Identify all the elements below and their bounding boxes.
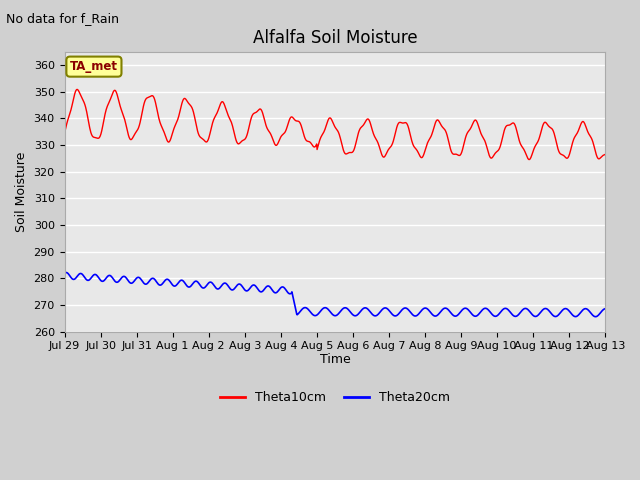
Theta20cm — [602, 306, 609, 312]
Theta20cm — [242, 288, 250, 293]
Theta10cm — [61, 131, 68, 136]
Text: No data for f_Rain: No data for f_Rain — [6, 12, 120, 25]
Theta20cm — [62, 270, 70, 276]
Title: Alfalfa Soil Moisture: Alfalfa Soil Moisture — [253, 29, 417, 48]
Theta10cm — [73, 86, 81, 92]
Theta20cm — [538, 308, 545, 314]
Theta10cm — [538, 126, 546, 132]
Theta20cm — [181, 281, 189, 287]
Theta20cm — [490, 313, 497, 319]
Theta10cm — [525, 156, 533, 162]
Theta20cm — [592, 314, 600, 320]
Legend: Theta10cm, Theta20cm: Theta10cm, Theta20cm — [214, 386, 455, 409]
Line: Theta10cm: Theta10cm — [65, 89, 605, 159]
Theta20cm — [168, 281, 176, 287]
Theta10cm — [181, 96, 189, 101]
Theta10cm — [168, 132, 176, 138]
Y-axis label: Soil Moisture: Soil Moisture — [15, 152, 28, 232]
Theta20cm — [419, 306, 427, 312]
X-axis label: Time: Time — [319, 353, 350, 366]
Theta20cm — [61, 270, 68, 276]
Line: Theta20cm: Theta20cm — [65, 273, 605, 317]
Theta10cm — [419, 153, 427, 159]
Theta10cm — [490, 153, 497, 158]
Text: TA_met: TA_met — [70, 60, 118, 73]
Theta10cm — [602, 152, 609, 157]
Theta10cm — [242, 135, 250, 141]
